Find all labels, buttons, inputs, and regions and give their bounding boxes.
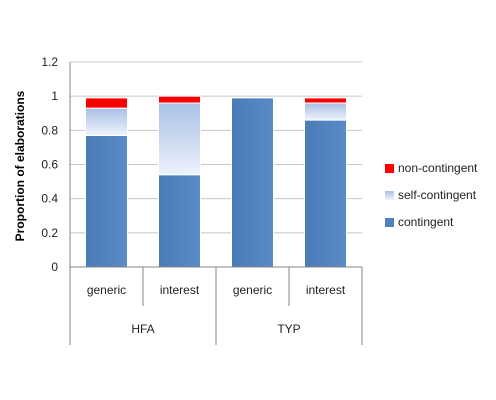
legend-entry-contingent: contingent [398, 215, 454, 229]
y-tick-label: 1 [51, 89, 58, 103]
bar-segment-contingent [231, 97, 274, 268]
legend-entry-self-contingent: self-contingent [398, 188, 477, 202]
x-tick-label: interest [306, 283, 346, 297]
bar-segment-non-contingent [304, 97, 347, 104]
bar-segment-contingent [304, 119, 347, 268]
legend-entry-non-contingent: non-contingent [398, 161, 478, 175]
y-tick-label: 0.6 [41, 158, 58, 172]
y-axis: 0 0.2 0.4 0.6 0.8 1 1.2 [41, 55, 71, 274]
x-group-label: HFA [131, 322, 154, 336]
legend-swatch-non-contingent [385, 164, 394, 173]
bar-segment-contingent [85, 134, 128, 268]
y-tick-label: 0.4 [41, 192, 58, 206]
x-axis: generic interest generic interest HFA TYP [69, 266, 363, 345]
legend-swatch-contingent [385, 218, 394, 227]
y-tick-label: 0 [51, 260, 58, 274]
legend-swatch-self-contingent [385, 191, 394, 200]
x-group-label: TYP [277, 322, 300, 336]
y-tick-label: 0.2 [41, 226, 58, 240]
bar-segment-non-contingent [85, 97, 128, 109]
bar-segment-self-contingent [158, 102, 201, 176]
x-tick-label: generic [87, 283, 126, 297]
bars [85, 95, 347, 268]
y-tick-label: 0.8 [41, 123, 58, 137]
x-tick-label: interest [160, 283, 200, 297]
y-axis-label: Proportion of elaborations [13, 90, 27, 241]
x-tick-label: generic [233, 283, 272, 297]
legend: non-contingent self-contingent contingent [385, 161, 478, 229]
y-tick-label: 1.2 [41, 55, 58, 69]
bar-segment-non-contingent [158, 95, 201, 104]
bar-segment-self-contingent [304, 102, 347, 121]
bar-segment-self-contingent [85, 107, 128, 136]
bar-segment-contingent [158, 174, 201, 268]
